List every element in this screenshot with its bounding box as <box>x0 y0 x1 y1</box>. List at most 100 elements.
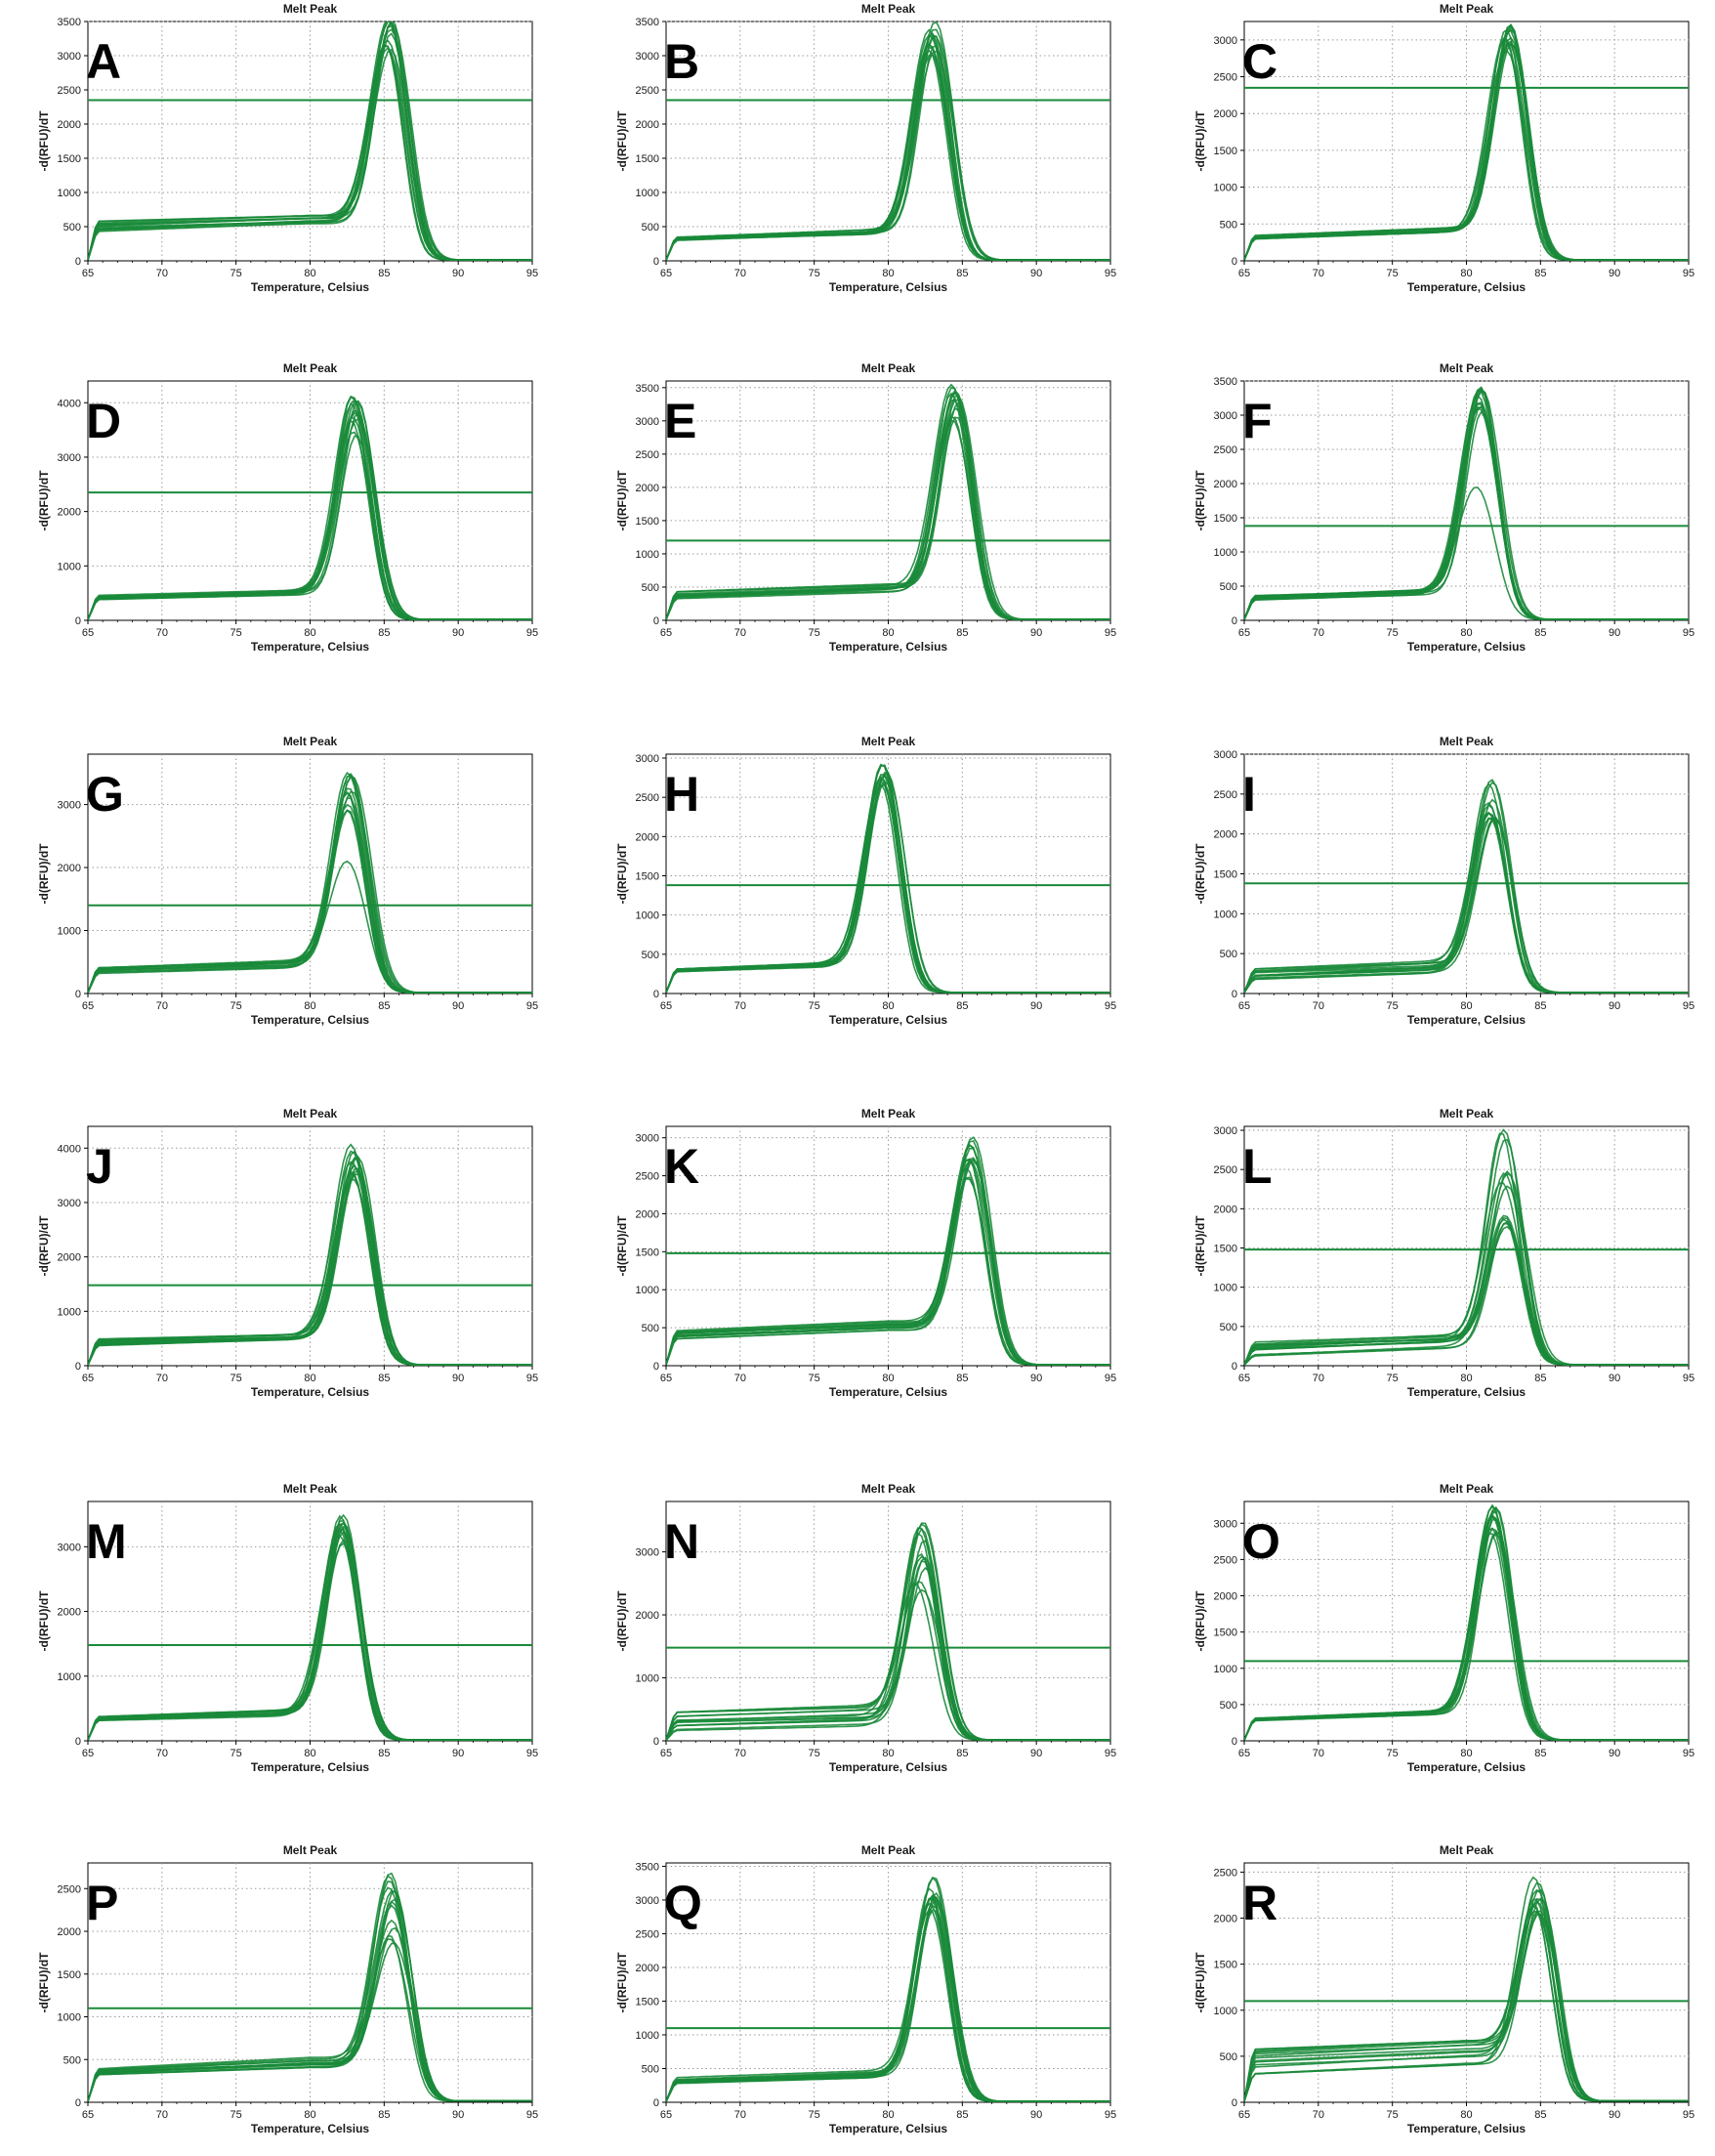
y-tick-label: 500 <box>1220 949 1237 960</box>
y-tick-label: 1000 <box>636 2030 659 2042</box>
melt-curve <box>1244 23 1689 261</box>
chart-panel-o: Melt Peak 65 70 75 80 85 90 95 0 500 1000 1500 2000 2… <box>1193 1482 1694 1774</box>
y-axis-label: -d(RFU)/dT <box>1193 1952 1207 2013</box>
y-axis-label: -d(RFU)/dT <box>37 470 51 531</box>
x-tick-label: 65 <box>82 268 94 279</box>
y-tick-label: 1500 <box>58 153 81 165</box>
x-tick-label: 75 <box>809 1373 820 1384</box>
y-tick-label: 2000 <box>1214 1914 1237 1925</box>
y-tick-label: 0 <box>653 989 659 1000</box>
curves-group <box>666 763 1110 993</box>
y-tick-label: 3000 <box>58 1198 81 1209</box>
y-tick-label: 2000 <box>58 1926 81 1938</box>
x-tick-label: 80 <box>304 627 315 639</box>
y-tick-label: 1000 <box>636 188 659 199</box>
x-tick-label: 85 <box>378 627 390 639</box>
chart-panel-n: Melt Peak 65 70 75 80 85 90 95 0 1000 2000 3000 Temp… <box>615 1482 1116 1774</box>
x-tick-label: 80 <box>1460 627 1472 639</box>
x-tick-label: 80 <box>304 1373 315 1384</box>
x-tick-label: 70 <box>1313 1748 1324 1759</box>
chart-title: Melt Peak <box>1440 2 1494 16</box>
y-axis-label: -d(RFU)/dT <box>37 843 51 905</box>
y-tick-label: 2000 <box>58 1252 81 1264</box>
x-tick-label: 80 <box>1460 1000 1472 1012</box>
panel-letter-i: I <box>1242 767 1256 822</box>
melt-curve <box>1244 798 1689 993</box>
y-tick-label: 1500 <box>1214 869 1237 881</box>
x-tick-label: 85 <box>378 1000 390 1012</box>
x-tick-label: 85 <box>378 1748 390 1759</box>
melt-curve <box>666 1143 1110 1366</box>
x-tick-label: 65 <box>1238 268 1250 279</box>
y-tick-label: 1000 <box>1214 1283 1237 1294</box>
y-tick-label: 2000 <box>1214 108 1237 120</box>
x-tick-label: 70 <box>734 1748 746 1759</box>
y-tick-label: 2500 <box>636 85 659 97</box>
y-tick-label: 2500 <box>58 85 81 97</box>
y-tick-label: 0 <box>1232 615 1237 627</box>
x-tick-label: 90 <box>1609 1000 1620 1012</box>
x-tick-label: 85 <box>956 1000 968 1012</box>
y-tick-label: 1000 <box>1214 1664 1237 1675</box>
y-tick-label: 2000 <box>636 483 659 494</box>
chart-title: Melt Peak <box>283 1843 338 1857</box>
y-axis-label: -d(RFU)/dT <box>615 1215 629 1277</box>
y-tick-label: 0 <box>653 256 659 268</box>
x-tick-label: 80 <box>304 1748 315 1759</box>
x-tick-label: 95 <box>1105 1748 1116 1759</box>
y-tick-label: 2500 <box>1214 1164 1237 1176</box>
y-axis-label: -d(RFU)/dT <box>1193 1590 1207 1652</box>
chart-panel-h: Melt Peak 65 70 75 80 85 90 95 0 500 1000 1500 2000 2… <box>615 735 1116 1027</box>
y-tick-label: 2000 <box>1214 1591 1237 1603</box>
y-tick-label: 3000 <box>1214 35 1237 47</box>
x-tick-label: 65 <box>660 1748 672 1759</box>
y-tick-label: 1500 <box>636 871 659 883</box>
x-tick-label: 95 <box>1683 1748 1694 1759</box>
y-tick-label: 500 <box>642 582 659 594</box>
x-tick-label: 65 <box>660 2109 672 2121</box>
x-tick-label: 85 <box>1534 1748 1546 1759</box>
x-tick-label: 70 <box>156 1373 168 1384</box>
x-tick-label: 80 <box>1460 268 1472 279</box>
chart-title: Melt Peak <box>283 361 338 375</box>
melt-curve <box>1244 486 1689 620</box>
curves-group <box>666 21 1110 261</box>
x-tick-label: 70 <box>156 2109 168 2121</box>
y-tick-label: 1500 <box>1214 1960 1237 1971</box>
y-tick-label: 3000 <box>636 1547 659 1559</box>
x-tick-label: 70 <box>734 268 746 279</box>
y-tick-label: 3000 <box>58 800 81 812</box>
x-axis-label: Temperature, Celsius <box>829 2122 947 2135</box>
y-tick-label: 0 <box>1232 1736 1237 1748</box>
x-axis-label: Temperature, Celsius <box>829 1013 947 1027</box>
x-tick-label: 70 <box>1313 1000 1324 1012</box>
x-tick-label: 75 <box>1387 2109 1399 2121</box>
y-tick-label: 500 <box>642 2063 659 2075</box>
y-tick-label: 3000 <box>1214 1125 1237 1137</box>
x-tick-label: 65 <box>1238 1748 1250 1759</box>
y-tick-label: 0 <box>653 2097 659 2109</box>
x-tick-label: 85 <box>378 2109 390 2121</box>
x-tick-label: 95 <box>526 268 538 279</box>
x-axis-label: Temperature, Celsius <box>829 1385 947 1399</box>
y-tick-label: 2500 <box>1214 1554 1237 1566</box>
x-tick-label: 75 <box>1387 1748 1399 1759</box>
x-tick-label: 65 <box>82 627 94 639</box>
y-tick-label: 3000 <box>58 452 81 464</box>
y-tick-label: 2000 <box>58 507 81 519</box>
y-tick-label: 3500 <box>1214 376 1237 388</box>
melt-curve <box>88 1919 532 2102</box>
x-axis-label: Temperature, Celsius <box>251 1013 369 1027</box>
x-tick-label: 85 <box>956 1373 968 1384</box>
chart-panel-c: Melt Peak 65 70 75 80 85 90 95 0 500 1000 1500 2000 2… <box>1193 2 1694 294</box>
melt-curve <box>88 860 532 993</box>
y-tick-label: 1000 <box>1214 909 1237 920</box>
chart-title: Melt Peak <box>1440 1843 1494 1857</box>
curves-group <box>666 1136 1110 1366</box>
y-tick-label: 500 <box>642 950 659 961</box>
x-tick-label: 75 <box>230 1748 242 1759</box>
y-tick-label: 0 <box>653 1736 659 1748</box>
x-tick-label: 75 <box>230 1000 242 1012</box>
x-tick-label: 70 <box>734 627 746 639</box>
